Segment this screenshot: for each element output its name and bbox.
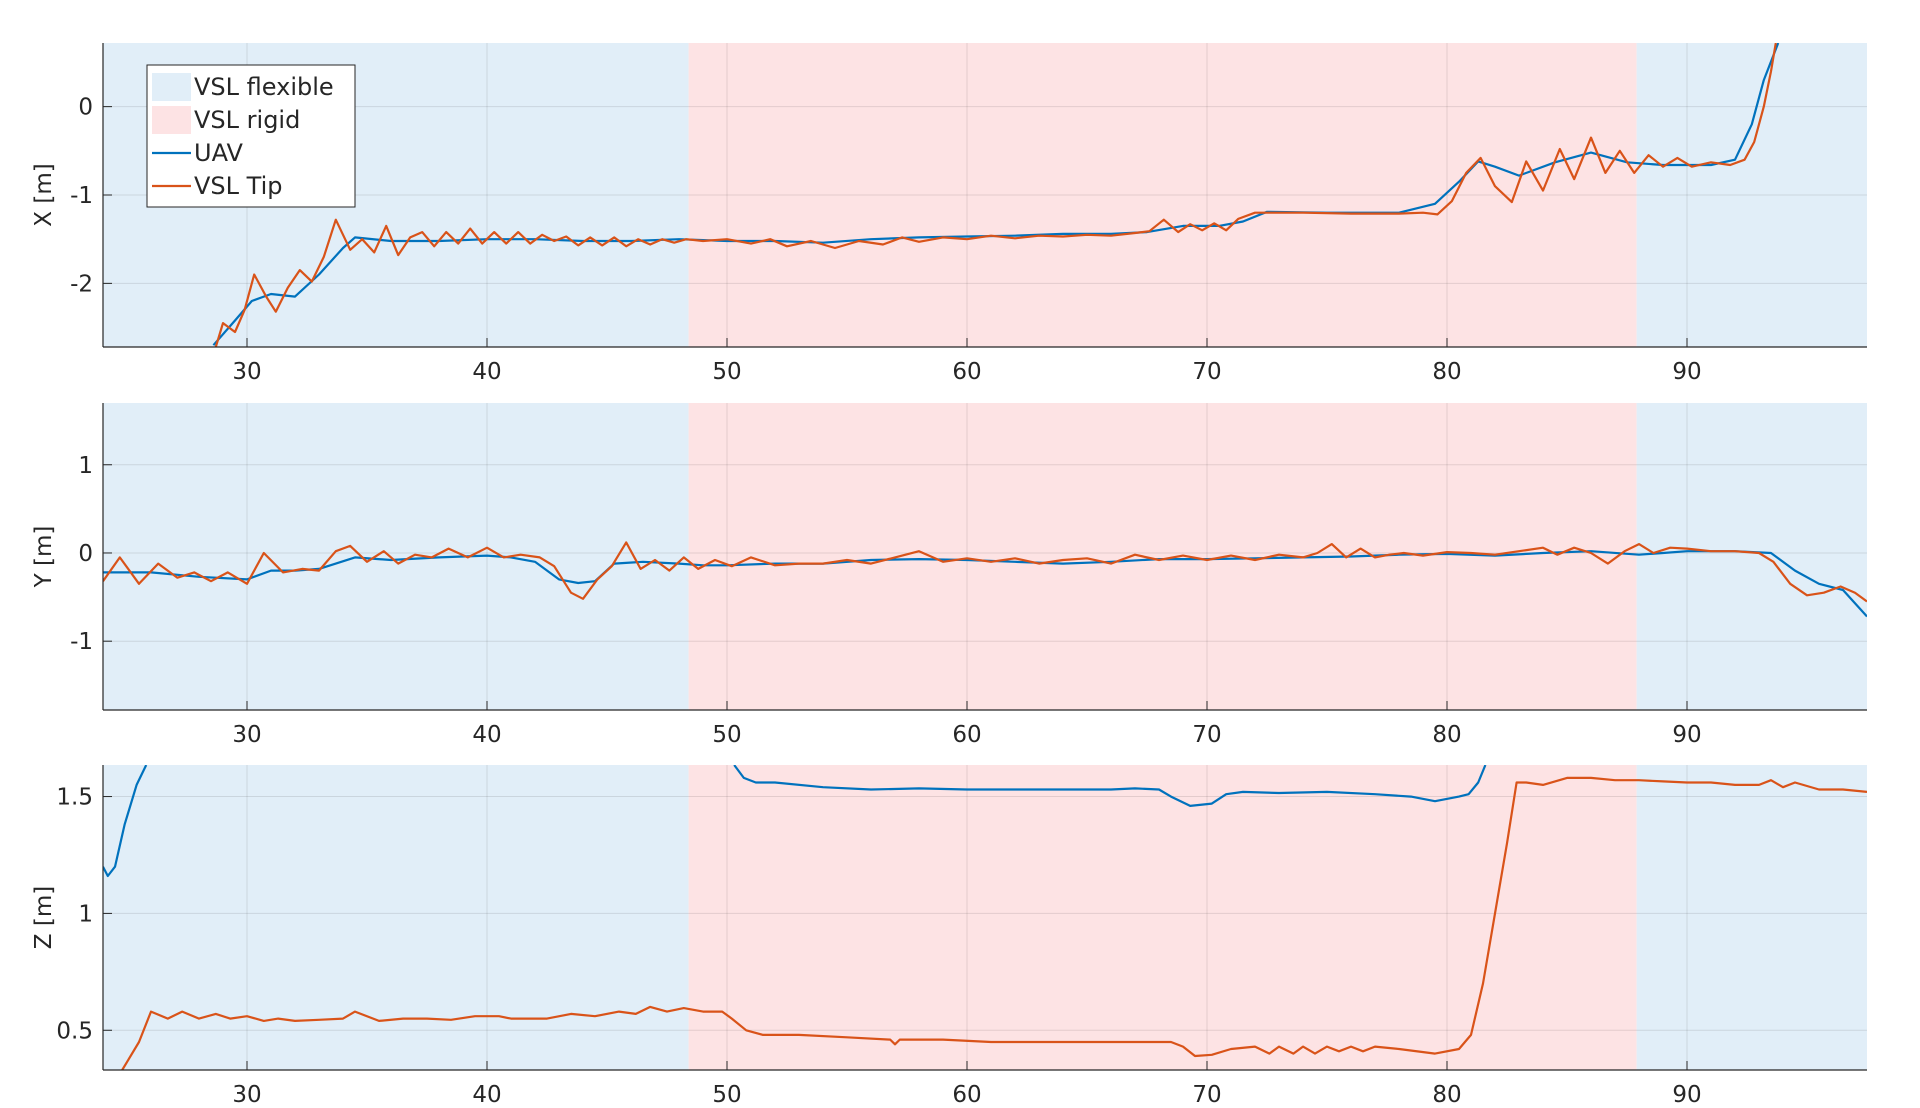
region-flexible-1-2 [1636, 43, 1867, 347]
legend-label: VSL flexible [194, 73, 334, 101]
panel-3: 30 40 50 60 70 80 90 0.5 1 1.5 Z [m] [31, 765, 1867, 1108]
x-tick-label: 90 [1672, 722, 1701, 748]
series-line-vsl-tip [214, 43, 1777, 347]
x-tick-label: 60 [952, 722, 981, 748]
x-tick-label: 70 [1192, 1082, 1221, 1108]
legend-swatch [152, 73, 191, 101]
y-tick-label: -1 [70, 629, 93, 655]
x-tick-label: 60 [952, 359, 981, 385]
x-tick-label: 90 [1672, 359, 1701, 385]
x-tick-label: 60 [952, 1082, 981, 1108]
region-rigid-1-1 [688, 43, 1637, 347]
x-tick-label: 30 [232, 1082, 261, 1108]
region-flexible-2-2 [1636, 403, 1867, 710]
panel-1: 30 40 50 60 70 80 90 -2 -1 0 X [m] [31, 43, 1867, 385]
legend-item-uav: UAV [152, 139, 243, 167]
series-line-uav [103, 765, 1487, 878]
y-tick-label: 1 [78, 901, 93, 927]
y-axis-label: Y [m] [31, 526, 57, 589]
y-axis-label: Z [m] [31, 886, 57, 949]
legend-item-vsl-tip: VSL Tip [152, 172, 282, 200]
region-flexible-2-0 [103, 403, 689, 710]
x-tick-label: 80 [1432, 359, 1461, 385]
x-tick-label: 90 [1672, 1082, 1701, 1108]
x-tick-label: 40 [472, 722, 501, 748]
x-tick-label: 30 [232, 359, 261, 385]
x-tick-label: 50 [712, 359, 741, 385]
y-tick-label: 1 [78, 453, 93, 479]
legend-item-vsl-rigid: VSL rigid [152, 106, 300, 134]
y-tick-label: -1 [70, 183, 93, 209]
y-tick-label: 0.5 [56, 1018, 93, 1044]
series-line-uav [212, 43, 1780, 346]
region-rigid-2-1 [688, 403, 1637, 710]
y-tick-label: 0 [78, 95, 93, 121]
series-line-vsl-tip [103, 541, 1867, 603]
series-line-uav [103, 550, 1867, 618]
panel-2: 30 40 50 60 70 80 90 -1 0 1 Y [m] [31, 403, 1867, 748]
y-tick-label: 1.5 [56, 785, 93, 811]
x-tick-label: 40 [472, 359, 501, 385]
region-rigid-3-1 [688, 765, 1637, 1070]
x-tick-label: 40 [472, 1082, 501, 1108]
series-line-vsl-tip [121, 776, 1867, 1070]
x-tick-label: 70 [1192, 722, 1221, 748]
y-axis-label: X [m] [31, 163, 57, 226]
x-tick-label: 80 [1432, 722, 1461, 748]
legend-label: VSL rigid [194, 106, 300, 134]
region-flexible-3-2 [1636, 765, 1867, 1070]
y-tick-label: 0 [78, 541, 93, 567]
x-tick-label: 30 [232, 722, 261, 748]
legend-swatch [152, 106, 191, 134]
legend-label: UAV [194, 139, 243, 167]
x-tick-label: 70 [1192, 359, 1221, 385]
legend: VSL flexible VSL rigid UAV VSL Tip [146, 64, 356, 208]
legend-label: VSL Tip [194, 172, 282, 200]
legend-item-vsl-flexible: VSL flexible [152, 73, 334, 101]
region-flexible-3-0 [103, 765, 689, 1070]
x-tick-label: 50 [712, 722, 741, 748]
x-tick-label: 50 [712, 1082, 741, 1108]
y-tick-label: -2 [70, 271, 93, 297]
x-tick-label: 80 [1432, 1082, 1461, 1108]
